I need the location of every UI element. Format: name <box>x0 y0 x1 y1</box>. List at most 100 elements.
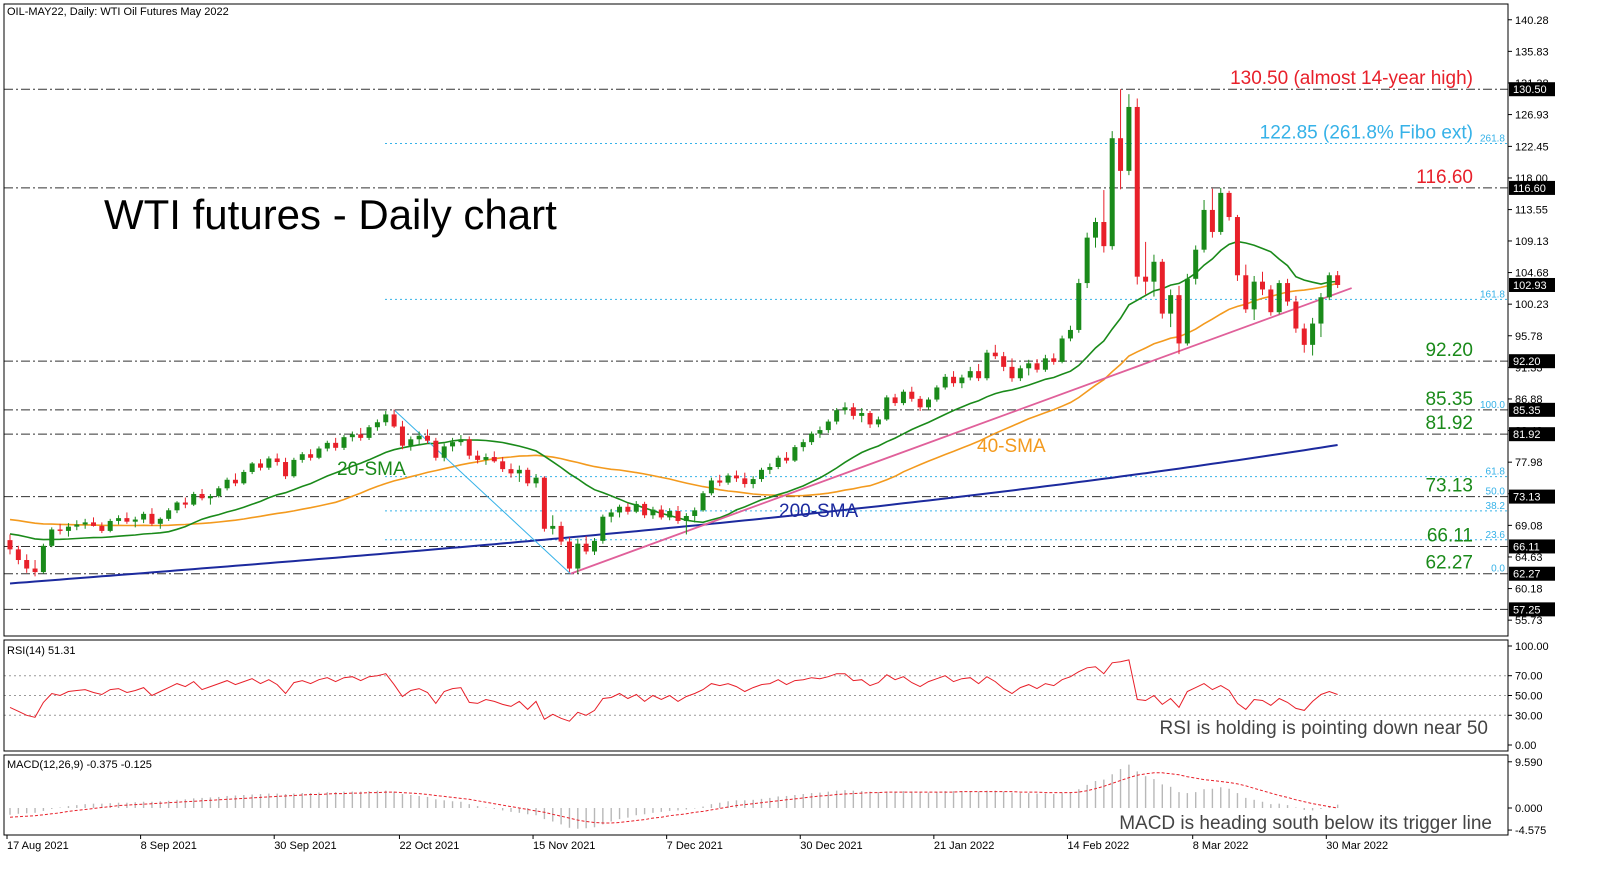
candle-body <box>717 480 723 483</box>
candle-body <box>1318 297 1324 324</box>
candle-body <box>1017 368 1023 379</box>
x-tick-label: 21 Jan 2022 <box>934 840 995 852</box>
candle-body <box>374 422 380 428</box>
candle-body <box>1001 356 1007 367</box>
candle-body <box>633 503 639 512</box>
candle-body <box>608 512 614 517</box>
level-price-tag-text: 85.35 <box>1513 405 1541 417</box>
candle-body <box>934 387 940 400</box>
level-price-tag <box>1509 82 1555 97</box>
candle-body <box>450 442 456 447</box>
price-tick-label: 109.13 <box>1515 236 1549 248</box>
candle-body <box>258 463 263 468</box>
candle-body <box>1293 301 1299 329</box>
level-price-tag-text: 66.11 <box>1513 541 1540 553</box>
candle-body <box>600 516 606 541</box>
candle-body <box>57 529 63 531</box>
macd-tick-label: -4.575 <box>1515 825 1546 837</box>
rsi-line <box>9 659 1338 722</box>
candle-body <box>1042 358 1048 370</box>
candle-body <box>875 419 881 425</box>
x-tick-label: 7 Dec 2021 <box>667 840 723 852</box>
price-tick-label: 100.23 <box>1515 299 1549 311</box>
candle-body <box>483 457 489 460</box>
price-tick-label: 126.93 <box>1515 110 1549 122</box>
candle-body <box>692 510 698 516</box>
candle-body <box>917 398 923 408</box>
candle-body <box>82 522 88 525</box>
price-tick-label: 122.45 <box>1515 141 1549 153</box>
x-tick-label: 15 Nov 2021 <box>533 840 595 852</box>
candle-body <box>1218 192 1224 232</box>
level-price-tag-text: 81.92 <box>1513 429 1541 441</box>
candle-body <box>116 518 122 521</box>
candle-body <box>508 469 514 474</box>
candle-body <box>124 518 130 522</box>
candle-body <box>425 435 430 441</box>
candle-body <box>1226 192 1232 218</box>
rsi-panel: RSI(14) 51.31 100.00 70.00 50.00 30.00 0.00 RS… <box>4 641 1549 752</box>
candle-body <box>324 442 330 449</box>
candle-body <box>1151 261 1157 282</box>
candle-body <box>1209 209 1215 232</box>
candle-body <box>266 458 272 468</box>
candle-body <box>366 427 372 438</box>
candle-body <box>733 475 739 479</box>
sma20-line <box>9 240 1338 541</box>
fib-ratio-label: 261.8 <box>1480 134 1505 145</box>
rsi-tick-label: 0.00 <box>1515 740 1536 752</box>
candle-body <box>1118 138 1124 171</box>
candle-body <box>658 509 664 518</box>
candle-body <box>1310 323 1316 345</box>
candle-body <box>107 520 113 531</box>
labels-layer: OIL-MAY22, Daily: WTI Oil Futures May 20… <box>7 6 1505 575</box>
candle-body <box>1243 275 1249 310</box>
candle-body <box>592 540 597 552</box>
candle-body <box>74 524 80 527</box>
x-tick-label: 30 Mar 2022 <box>1326 840 1388 852</box>
price-tick-label: 64.63 <box>1515 552 1543 564</box>
level-price-tag-text: 92.20 <box>1513 356 1541 368</box>
candle-body <box>1134 106 1140 277</box>
level-price-tag-text: 130.50 <box>1513 84 1547 96</box>
candle-body <box>850 407 856 416</box>
fib-ratio-label: 38.2 <box>1486 501 1506 512</box>
rsi-annotation: RSI is holding is pointing down near 50 <box>1160 718 1488 739</box>
price-tick-label: 55.73 <box>1515 615 1543 627</box>
candle-body <box>249 463 255 472</box>
fib-ratio-label: 100.0 <box>1480 400 1505 411</box>
candle-body <box>516 469 522 474</box>
candle-body <box>466 439 472 456</box>
candle-body <box>491 457 497 462</box>
level-label: 66.11 <box>1427 525 1473 546</box>
rsi-label: RSI(14) 51.31 <box>7 645 75 657</box>
candle-body <box>834 410 840 422</box>
candle-body <box>967 371 973 378</box>
candle-body <box>541 477 547 529</box>
candle-body <box>909 391 915 399</box>
fib-ratio-label: 23.6 <box>1486 530 1506 541</box>
candle-body <box>1251 281 1257 310</box>
candle-body <box>1168 295 1174 314</box>
level-label: 116.60 <box>1416 167 1473 188</box>
candle-body <box>742 478 748 485</box>
candle-body <box>675 511 681 521</box>
candle-body <box>65 526 71 531</box>
level-label: 122.85 (261.8% Fibo ext) <box>1260 123 1473 144</box>
candle-body <box>767 466 773 470</box>
candle-body <box>49 529 55 546</box>
candle-body <box>1059 338 1065 362</box>
candles-layer <box>7 89 1341 577</box>
price-levels-layer <box>4 88 1508 610</box>
candle-body <box>1176 295 1182 344</box>
candle-body <box>642 503 648 516</box>
candle-body <box>1201 209 1207 250</box>
candle-body <box>391 414 397 427</box>
candle-body <box>667 511 673 518</box>
price-tick-label: 95.78 <box>1515 331 1543 343</box>
candle-body <box>32 568 38 573</box>
price-tick-label: 140.28 <box>1515 15 1549 27</box>
candle-body <box>216 488 222 497</box>
candle-body <box>475 455 481 460</box>
level-label: 85.35 <box>1425 389 1473 410</box>
